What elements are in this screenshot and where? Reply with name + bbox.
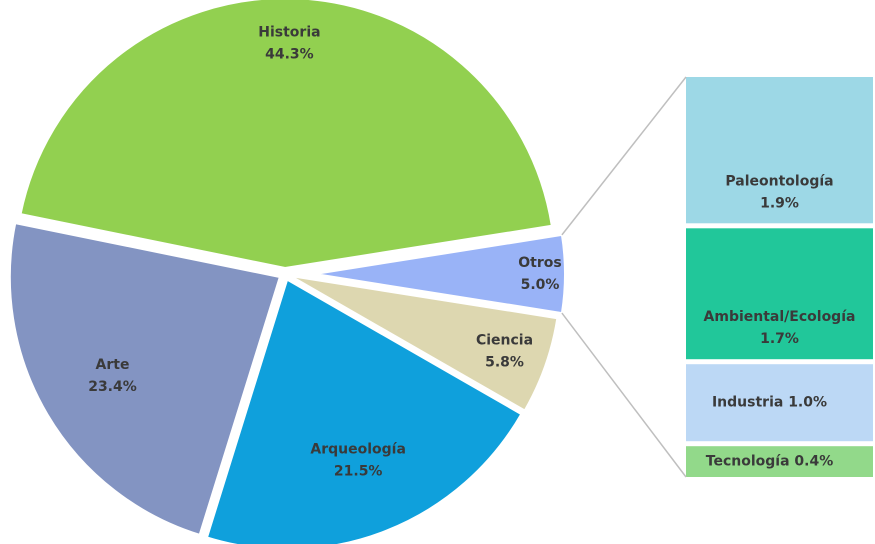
slice-value-label: 44.3% xyxy=(265,47,314,63)
slice-value-label: 5.8% xyxy=(485,354,524,370)
slice-label: Arqueología xyxy=(310,442,406,458)
bar-label: Paleontología xyxy=(725,173,833,189)
connector-line xyxy=(562,313,686,477)
connector-line xyxy=(562,77,686,235)
bar-label: Tecnología xyxy=(706,454,790,470)
page: Otros 5.0% Ciencia 5.8% Arqueología 21.5% Arte… xyxy=(0,0,875,544)
slice-label: Arte xyxy=(96,357,130,373)
slice-value-label: 23.4% xyxy=(88,379,137,395)
slice-label: Otros xyxy=(518,255,561,271)
bar-label: Industria xyxy=(712,395,783,411)
bar-value-label: 1.9% xyxy=(760,195,799,211)
bar-label-group: Industria 1.0% xyxy=(712,395,827,411)
bar-value-label: 1.0% xyxy=(788,395,827,411)
slice-value-label: 5.0% xyxy=(521,277,560,293)
bar-value-label: 1.7% xyxy=(760,331,799,347)
bar-value-label: 0.4% xyxy=(794,454,833,470)
slice-label: Historia xyxy=(258,25,320,41)
chart: Otros 5.0% Ciencia 5.8% Arqueología 21.5% Arte… xyxy=(0,0,875,544)
bar-label: Ambiental/Ecología xyxy=(704,309,856,325)
bar-label-group: Tecnología 0.4% xyxy=(706,454,833,470)
slice-label: Ciencia xyxy=(476,332,533,348)
slice-value-label: 21.5% xyxy=(334,464,383,480)
